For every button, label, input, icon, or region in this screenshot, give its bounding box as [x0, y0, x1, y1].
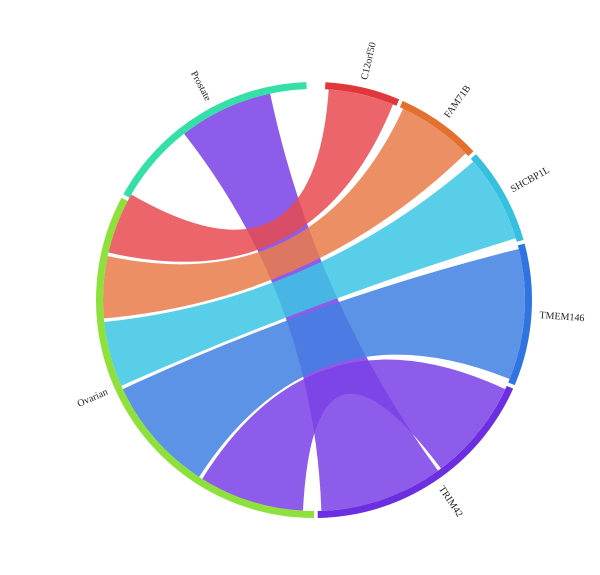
ribbon-ovarian-tmem146 — [122, 248, 526, 477]
label-ovarian: Ovarian — [76, 387, 110, 410]
arc-ovarian — [96, 197, 314, 518]
ribbon-ovarian-c12orf50 — [108, 89, 394, 262]
arc-tmem146 — [508, 243, 532, 386]
arc-trim42 — [317, 385, 514, 518]
label-c12orf50: C12orf50 — [359, 41, 378, 81]
ribbon-ovarian-shcbp1l — [104, 161, 516, 386]
arc-shcbp1l — [470, 154, 524, 242]
arc-c12orf50 — [325, 82, 400, 106]
ribbon-ovarian-trim42 — [202, 359, 506, 511]
chord-arcs — [96, 82, 532, 518]
arc-fam71b — [399, 100, 474, 157]
label-shcbp1l: SHCBP1L — [509, 165, 552, 195]
label-trim42: TRIM42 — [436, 484, 465, 519]
label-tmem146: TMEM146 — [539, 310, 585, 324]
label-prostate: Prostate — [188, 69, 213, 103]
ribbon-ovarian-fam71b — [102, 108, 466, 319]
label-fam71b: FAM71B — [442, 83, 473, 120]
chord-ribbons — [102, 89, 526, 511]
